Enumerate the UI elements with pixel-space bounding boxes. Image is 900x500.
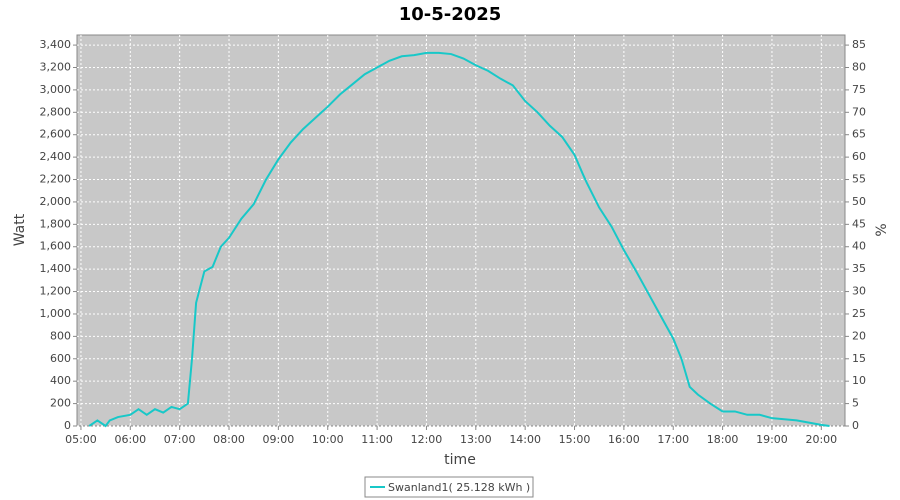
y-tick-label: 1,400: [40, 262, 72, 275]
y2-tick-label: 80: [852, 60, 866, 73]
y2-tick-label: 0: [852, 419, 859, 432]
x-tick-label: 19:00: [756, 433, 788, 446]
y-tick-label: 1,800: [40, 217, 72, 230]
y-axis-label: Watt: [12, 213, 28, 246]
y2-axis-label: %: [874, 223, 890, 236]
y-tick-label: 2,600: [40, 128, 72, 141]
y2-tick-label: 55: [852, 173, 866, 186]
x-tick-label: 07:00: [164, 433, 196, 446]
x-tick-label: 08:00: [213, 433, 245, 446]
x-tick-label: 05:00: [65, 433, 97, 446]
y2-tick-label: 75: [852, 83, 866, 96]
x-tick-label: 12:00: [411, 433, 443, 446]
y-tick-label: 600: [50, 352, 71, 365]
x-tick-label: 10:00: [312, 433, 344, 446]
x-tick-label: 18:00: [707, 433, 739, 446]
plot-area: [76, 34, 846, 427]
y-tick-label: 2,200: [40, 173, 72, 186]
x-axis-label: time: [444, 452, 476, 468]
y-tick-label: 3,000: [40, 83, 72, 96]
y-tick-label: 1,600: [40, 240, 72, 253]
legend-box: [364, 476, 534, 498]
y-tick-label: 1,000: [40, 307, 72, 320]
y-tick-label: 3,400: [40, 38, 72, 51]
y2-tick-label: 85: [852, 38, 866, 51]
y-tick-label: 200: [50, 397, 71, 410]
x-tick-label: 16:00: [608, 433, 640, 446]
y2-tick-label: 45: [852, 217, 866, 230]
x-tick-label: 17:00: [657, 433, 689, 446]
x-tick-label: 09:00: [263, 433, 295, 446]
x-tick-label: 11:00: [361, 433, 393, 446]
y2-tick-label: 60: [852, 150, 866, 163]
y2-tick-label: 10: [852, 374, 866, 387]
y2-tick-label: 70: [852, 105, 866, 118]
data-line: [88, 51, 830, 428]
y-tick-label: 2,400: [40, 150, 72, 163]
x-tick-label: 15:00: [559, 433, 591, 446]
y2-tick-label: 50: [852, 195, 866, 208]
y2-tick-label: 15: [852, 352, 866, 365]
x-tick-label: 20:00: [805, 433, 837, 446]
y2-tick-label: 25: [852, 307, 866, 320]
chart-title: 10-5-2025: [399, 4, 502, 25]
y-tick-label: 400: [50, 374, 71, 387]
y2-tick-label: 40: [852, 240, 866, 253]
y-tick-label: 1,200: [40, 285, 72, 298]
legend-label: Swanland1( 25.128 kWh ): [388, 481, 530, 494]
y-tick-label: 0: [64, 419, 71, 432]
y2-tick-label: 65: [852, 128, 866, 141]
y-tick-label: 2,800: [40, 105, 72, 118]
y-tick-label: 2,000: [40, 195, 72, 208]
y2-tick-label: 35: [852, 262, 866, 275]
y2-tick-label: 20: [852, 329, 866, 342]
y2-tick-label: 5: [852, 397, 859, 410]
y-tick-label: 800: [50, 329, 71, 342]
x-tick-label: 06:00: [114, 433, 146, 446]
x-tick-label: 13:00: [460, 433, 492, 446]
y2-tick-label: 30: [852, 285, 866, 298]
y-tick-label: 3,200: [40, 60, 72, 73]
x-tick-label: 14:00: [509, 433, 541, 446]
